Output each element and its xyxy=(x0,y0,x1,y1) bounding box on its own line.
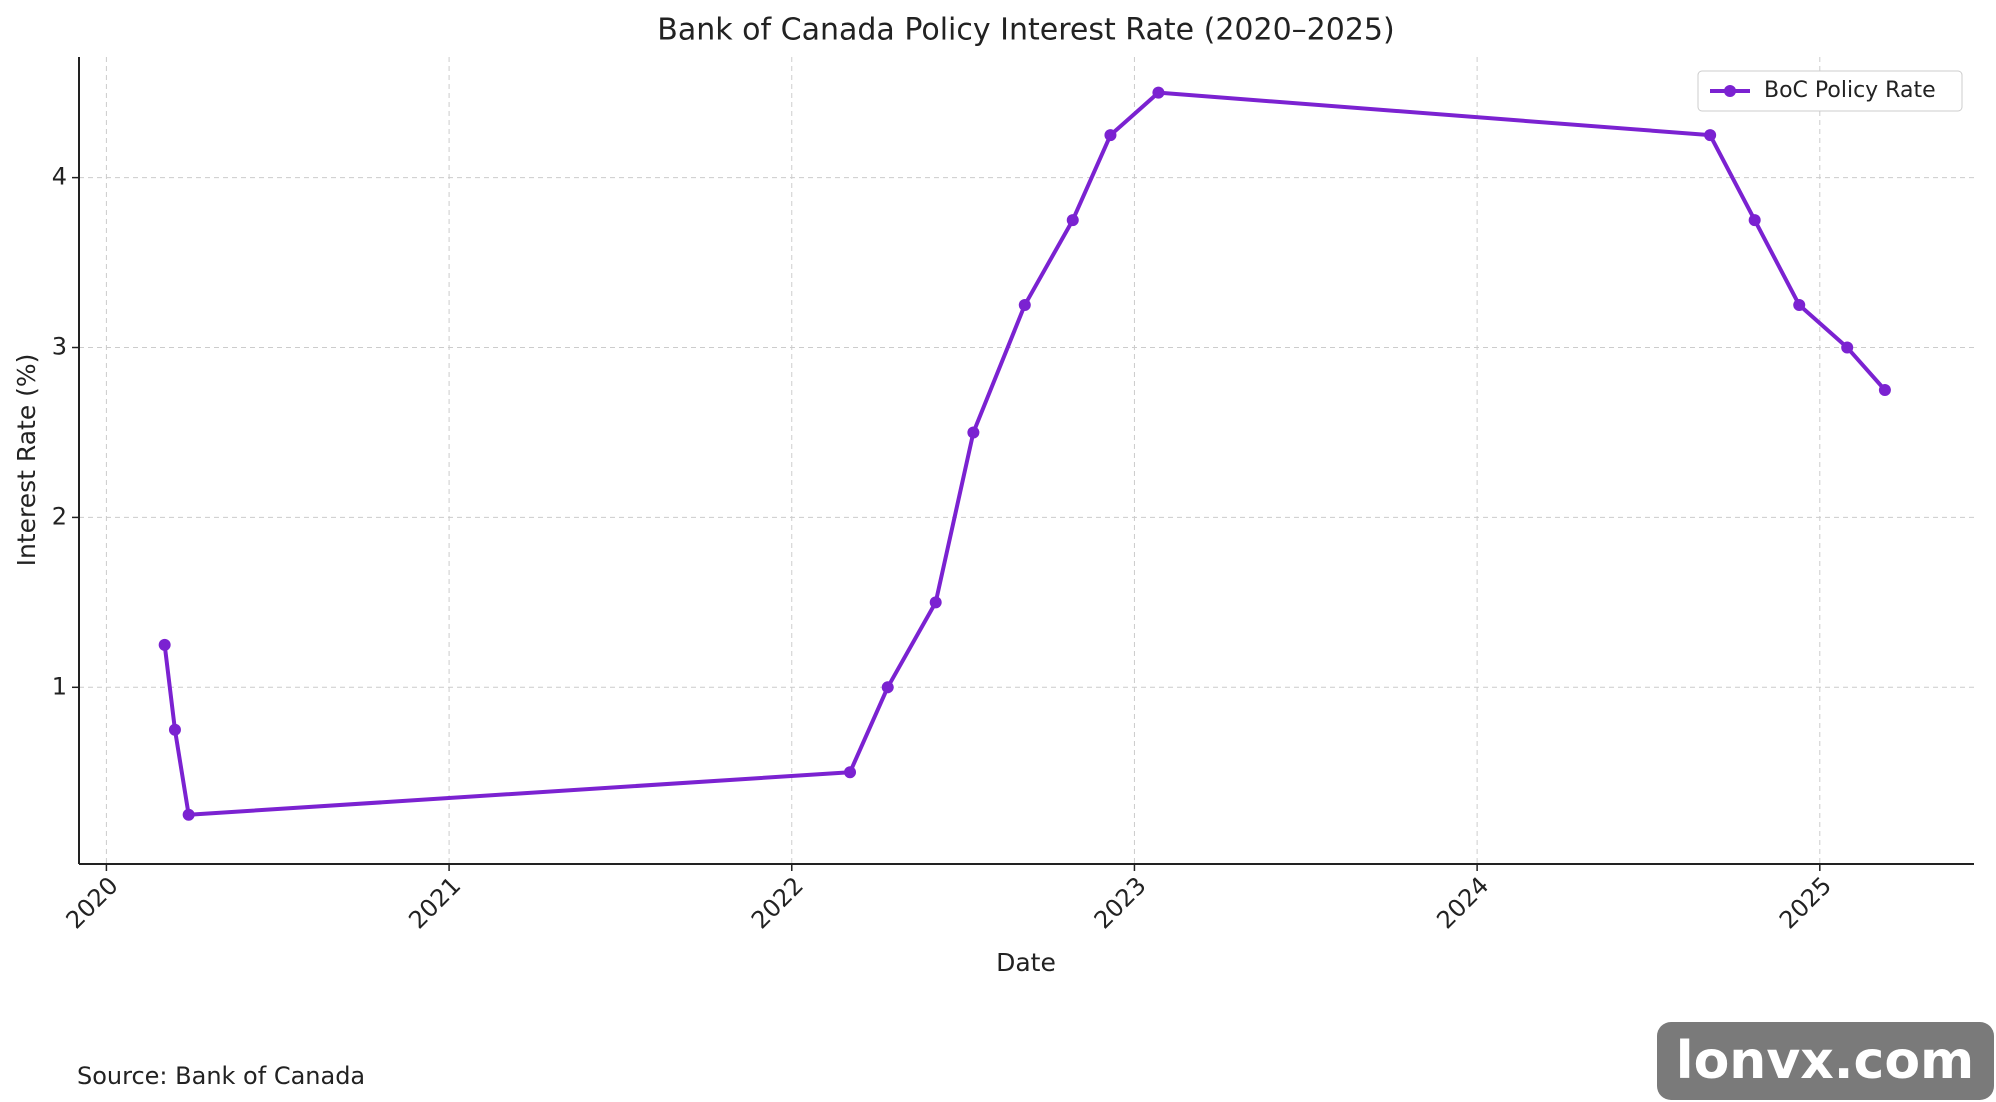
data-point xyxy=(929,596,942,609)
data-point xyxy=(1841,341,1854,354)
watermark: lonvx.com xyxy=(1676,1031,1975,1091)
data-point xyxy=(881,681,894,694)
series-line xyxy=(162,90,1887,817)
x-tick-label: 2024 xyxy=(1431,871,1494,934)
y-tick-label: 3 xyxy=(52,333,67,361)
data-point xyxy=(158,638,171,651)
watermark-badge xyxy=(1657,1022,1994,1100)
x-tick-label: 2023 xyxy=(1089,871,1152,934)
y-tick-label: 1 xyxy=(52,672,67,700)
data-point xyxy=(967,426,980,439)
x-tick-label: 2021 xyxy=(403,871,466,934)
x-tick-label: 2022 xyxy=(746,871,809,934)
data-point xyxy=(168,723,181,736)
source-note: Source: Bank of Canada xyxy=(77,1062,365,1090)
x-axis-label: Date xyxy=(996,948,1056,977)
legend-label: BoC Policy Rate xyxy=(1764,78,1936,103)
data-point xyxy=(1704,129,1717,142)
data-point xyxy=(1793,299,1806,312)
legend-marker xyxy=(1724,85,1736,97)
y-tick-label: 2 xyxy=(52,502,67,530)
legend-box xyxy=(1697,70,1963,112)
y-tick-label: 4 xyxy=(52,163,67,191)
data-point xyxy=(1066,214,1079,227)
plot-area: 2020 2021 2022 2023 2024 2025 1 2 3 4 BoC Policy R… xyxy=(52,57,1974,934)
x-tick-label: 2025 xyxy=(1774,871,1837,934)
data-point xyxy=(1878,383,1891,396)
data-point xyxy=(182,808,195,821)
data-point xyxy=(1152,86,1165,99)
chart-title: Bank of Canada Policy Interest Rate (202… xyxy=(657,13,1394,48)
data-point xyxy=(1018,299,1031,312)
x-tick-label: 2020 xyxy=(61,871,124,934)
data-point xyxy=(844,766,857,779)
data-point xyxy=(1104,129,1117,142)
data-point xyxy=(1748,214,1761,227)
y-axis-label: Interest Rate (%) xyxy=(12,354,41,567)
